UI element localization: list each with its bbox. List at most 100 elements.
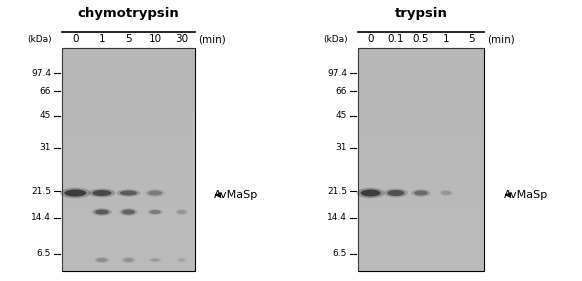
Bar [358,182,484,193]
Ellipse shape [384,189,408,198]
Text: 66: 66 [40,87,51,96]
Ellipse shape [64,189,86,196]
Text: 45: 45 [336,112,347,121]
Bar [358,226,484,237]
Bar [358,260,484,271]
Text: AvMaSp: AvMaSp [214,190,258,200]
Bar [358,160,484,171]
Text: 10: 10 [148,34,162,44]
Text: (min): (min) [198,34,226,44]
Text: 31: 31 [40,144,51,153]
Text: 0: 0 [367,34,374,44]
Text: AvMaSp: AvMaSp [504,190,548,200]
Text: trypsin: trypsin [395,7,448,20]
Ellipse shape [148,191,162,196]
Text: 0.1: 0.1 [388,34,404,44]
Ellipse shape [175,209,188,215]
Bar [62,215,195,226]
Bar [358,48,484,271]
Text: 0.5: 0.5 [413,34,430,44]
Bar [358,204,484,215]
Ellipse shape [116,189,140,197]
Bar [358,215,484,226]
Text: 97.4: 97.4 [327,69,347,78]
Ellipse shape [122,257,136,263]
Ellipse shape [94,257,109,263]
Bar [62,48,195,271]
Bar [62,93,195,104]
Bar [358,48,484,59]
Ellipse shape [149,258,161,262]
Bar [358,59,484,70]
Bar [358,115,484,126]
Bar [62,204,195,215]
Text: 1: 1 [98,34,105,44]
Bar [358,249,484,260]
Text: 21.5: 21.5 [31,187,51,196]
Text: 97.4: 97.4 [31,69,51,78]
Text: chymotrypsin: chymotrypsin [77,7,179,20]
Ellipse shape [357,188,385,198]
Ellipse shape [123,258,133,262]
Ellipse shape [177,210,186,214]
Bar [62,126,195,137]
Ellipse shape [97,258,108,262]
Ellipse shape [147,209,163,215]
Bar [62,160,195,171]
Ellipse shape [146,189,165,197]
Ellipse shape [178,259,185,262]
Bar [358,93,484,104]
Bar [62,260,195,271]
Ellipse shape [387,190,404,196]
Text: 5: 5 [125,34,132,44]
Ellipse shape [93,190,111,196]
Text: (kDa): (kDa) [324,35,348,44]
Bar [358,193,484,204]
Bar [62,70,195,81]
Text: 1: 1 [443,34,449,44]
Bar [358,148,484,160]
Ellipse shape [95,210,109,214]
Text: 14.4: 14.4 [31,214,51,223]
Bar [62,182,195,193]
Ellipse shape [120,191,137,196]
Ellipse shape [88,189,115,198]
Bar [62,81,195,93]
Bar [62,237,195,249]
Bar [62,104,195,115]
Text: 6.5: 6.5 [37,250,51,259]
Ellipse shape [414,191,428,196]
Ellipse shape [60,188,91,198]
Ellipse shape [151,259,159,262]
Ellipse shape [119,208,137,216]
Bar [62,171,195,182]
Text: (min): (min) [487,34,514,44]
Bar [358,70,484,81]
Ellipse shape [441,191,451,195]
Bar [358,137,484,148]
Bar [62,249,195,260]
Bar [62,115,195,126]
Bar [358,126,484,137]
Bar [62,137,195,148]
Bar [62,48,195,59]
Text: 5: 5 [468,34,475,44]
Bar [62,226,195,237]
Text: 6.5: 6.5 [333,250,347,259]
Bar [62,193,195,204]
Bar [62,59,195,70]
Text: 45: 45 [40,112,51,121]
Ellipse shape [411,189,431,197]
Bar [358,81,484,93]
Ellipse shape [177,258,187,262]
Bar [62,148,195,160]
Ellipse shape [361,189,381,196]
Text: 14.4: 14.4 [327,214,347,223]
Ellipse shape [92,208,112,216]
Ellipse shape [122,210,135,214]
Text: 30: 30 [175,34,188,44]
Text: 0: 0 [72,34,79,44]
Ellipse shape [150,210,161,214]
Text: 66: 66 [335,87,347,96]
Bar [358,171,484,182]
